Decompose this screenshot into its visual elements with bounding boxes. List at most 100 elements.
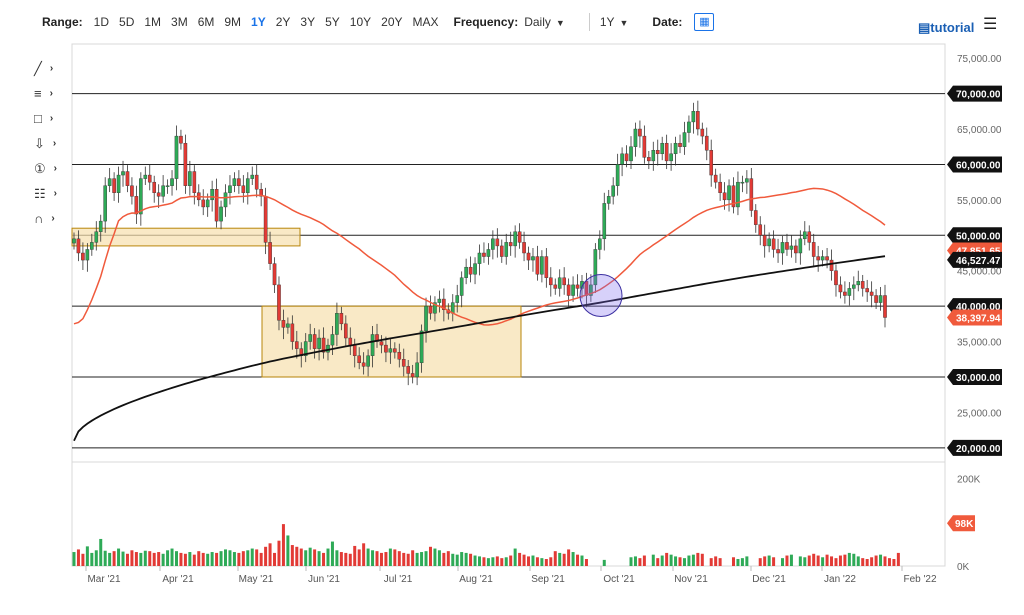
candle <box>326 344 330 353</box>
range-button-2y[interactable]: 2Y <box>275 15 291 29</box>
volume-bar <box>348 553 352 566</box>
line-tool-icon[interactable]: ╱ › <box>34 60 54 76</box>
volume-bar <box>491 557 495 566</box>
arrow-tool-icon[interactable]: ⇩ › <box>34 135 57 151</box>
range-toolbar: Range: 1D 5D 1M 3M 6M 9M 1Y 2Y 3Y 5Y 10Y 20Y MAX Fre… <box>0 0 1024 44</box>
volume-bar <box>825 554 829 566</box>
candle <box>495 238 500 247</box>
tutorial-link[interactable]: ▤tutorial <box>918 20 975 35</box>
menu-icon[interactable]: ☰ <box>983 16 998 33</box>
magnet-icon[interactable]: ∩ › <box>34 211 55 226</box>
candle <box>655 150 660 155</box>
pattern-tool-icon[interactable]: ☷ › <box>34 185 57 201</box>
volume-bar <box>540 558 544 566</box>
x-tick-label: Mar '21 <box>87 574 120 585</box>
candle <box>829 259 834 271</box>
last-price-tag: 38,397.94 <box>947 309 1002 326</box>
candle <box>767 238 771 247</box>
candle <box>125 171 130 186</box>
volume-bar <box>469 553 473 566</box>
level-label-text: 50,000.00 <box>956 231 1001 242</box>
volume-bar <box>669 554 673 566</box>
volume-bar <box>379 552 383 566</box>
range-button-max[interactable]: MAX <box>412 15 439 29</box>
range-button-3m[interactable]: 3M <box>171 15 188 29</box>
volume-bar <box>112 551 116 566</box>
volume-bar <box>362 543 366 566</box>
volume-bar <box>674 556 678 566</box>
volume-bar <box>268 543 272 566</box>
volume-bar <box>678 557 682 566</box>
y-tick-label: 55,000.00 <box>957 196 1002 207</box>
candle <box>540 256 544 275</box>
volume-bar <box>206 553 210 566</box>
candle <box>339 313 344 325</box>
candle <box>174 135 179 179</box>
volume-bar <box>531 555 535 566</box>
volume-bar <box>125 553 129 566</box>
level-label: 20,000.00 <box>947 439 1002 456</box>
range-button-6m[interactable]: 6M <box>197 15 215 29</box>
volume-bar <box>215 552 219 566</box>
candle <box>161 185 165 197</box>
candle <box>139 178 143 215</box>
volume-bar <box>246 550 250 566</box>
volume-bar <box>803 557 807 566</box>
range-button-1y[interactable]: 1Y <box>251 15 266 29</box>
y-tick-label: 35,000.00 <box>957 338 1002 349</box>
volume-frame <box>71 461 946 567</box>
candle <box>811 242 816 257</box>
volume-bar <box>504 557 508 566</box>
range-button-20y[interactable]: 20Y <box>381 15 403 29</box>
candle <box>357 355 361 364</box>
volume-bar <box>451 553 455 566</box>
range-button-3y[interactable]: 3Y <box>300 15 316 29</box>
ma200-price-tag-text: 46,527.47 <box>956 256 1001 267</box>
candle <box>678 142 682 147</box>
candle <box>112 178 116 193</box>
level-label: 30,000.00 <box>947 368 1002 385</box>
range-button-1d[interactable]: 1D <box>93 15 110 29</box>
volume-bar <box>482 557 486 566</box>
candle <box>838 284 843 293</box>
period-dropdown[interactable]: 1Y ▼ <box>600 15 629 29</box>
ma50-price-tag-text: 47,851.65 <box>956 247 1001 258</box>
volume-bar <box>259 552 263 566</box>
candle <box>259 189 263 197</box>
volume-bar <box>758 558 762 566</box>
fib-tool-icon[interactable]: ≡ › <box>34 86 53 101</box>
candle <box>553 284 558 289</box>
candle <box>415 362 419 378</box>
level-label-text: 20,000.00 <box>956 444 1001 455</box>
frequency-dropdown[interactable]: Daily ▼ <box>524 15 565 29</box>
candle <box>94 231 99 243</box>
volume-bar <box>174 551 178 566</box>
range-button-10y[interactable]: 10Y <box>349 15 372 29</box>
volume-bar <box>709 558 713 566</box>
range-button-9m[interactable]: 9M <box>224 15 242 29</box>
volume-bar <box>442 552 446 566</box>
candle <box>798 238 803 254</box>
candle <box>486 249 491 257</box>
counter-tool-icon[interactable]: ① › <box>34 160 57 176</box>
volume-bar <box>807 555 811 566</box>
rectangle-tool-icon[interactable]: □ › <box>34 111 54 126</box>
candle <box>504 242 509 257</box>
candle <box>753 210 758 225</box>
candle <box>820 256 825 261</box>
range-button-1m[interactable]: 1M <box>144 15 162 29</box>
candle <box>606 196 611 204</box>
candle <box>312 334 317 349</box>
volume-bar <box>478 556 481 566</box>
volume-bar <box>562 553 566 566</box>
range-button-5d[interactable]: 5D <box>119 15 135 29</box>
range-button-5y[interactable]: 5Y <box>325 15 340 29</box>
volume-bar <box>428 546 432 566</box>
volume-bar <box>549 557 553 566</box>
volume-bar <box>406 553 410 566</box>
calendar-icon[interactable]: ▦ <box>694 13 715 31</box>
candle <box>860 281 865 289</box>
volume-bar <box>188 552 192 566</box>
volume-bar <box>415 552 419 566</box>
candle <box>580 281 584 289</box>
